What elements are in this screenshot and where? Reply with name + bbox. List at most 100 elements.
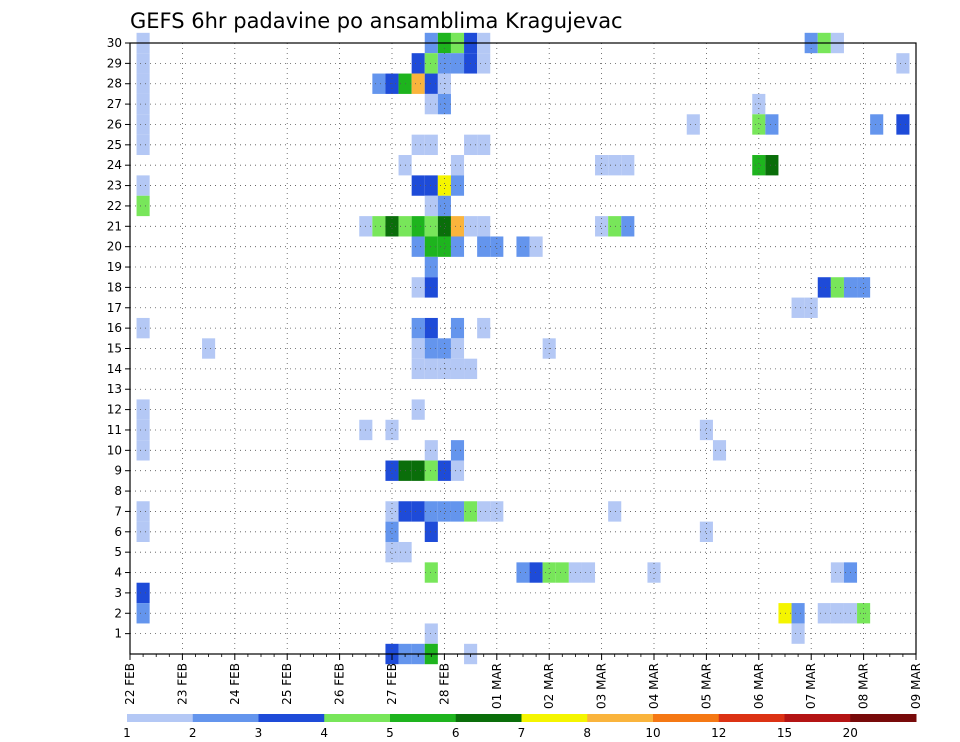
heatmap-cell [437,195,451,217]
heatmap-cell [385,419,399,441]
x-tick-label: 24 FEB [228,663,242,705]
heatmap-cell [450,175,465,196]
heatmap-cell [857,277,871,298]
heatmap-cell [450,460,465,481]
x-tick-label: 23 FEB [175,663,189,705]
y-tick-label: 19 [107,260,122,274]
heatmap-cell [870,114,884,135]
heatmap-cell [411,501,425,522]
heatmap-cell [896,53,910,74]
x-tick-label: 06 MAR [752,663,766,709]
x-axis: 22 FEB 23 FEB 24 FEB 25 FEB 26 FEB 27 FEB 28 F… [123,654,923,709]
y-tick-label: 25 [107,138,122,152]
heatmap-cell [817,277,831,298]
heatmap-cell [136,195,150,217]
heatmap-cell [136,317,150,339]
heatmap-cell [791,623,805,644]
y-tick-label: 30 [107,36,122,50]
heatmap-cell [136,603,150,624]
heatmap-cell [136,521,150,542]
y-tick-label: 15 [107,342,122,356]
heatmap-cell [529,236,543,257]
heatmap-cell [477,134,491,156]
colorbar-label: 5 [386,726,394,740]
colorbar: 1 2 3 4 5 6 7 8 10 12 15 20 [123,714,917,740]
heatmap-cell [830,562,844,583]
heatmap-cell [804,297,818,318]
heatmap-cell [424,358,438,380]
heatmap-cell [411,53,425,74]
heatmap-cell [424,195,438,217]
y-tick-label: 29 [107,56,122,70]
heatmap-cell [424,256,438,278]
heatmap-cell [581,562,596,583]
heatmap-cell [450,338,465,359]
heatmap-cell [136,53,150,74]
heatmap-cell [437,501,451,522]
heatmap-cell [424,277,438,298]
heatmap-cell [699,419,713,441]
heatmap-cell [411,277,425,298]
x-tick-label: 27 FEB [385,663,399,705]
heatmap-cell [555,562,569,583]
heatmap-cell [385,216,399,237]
heatmap-cell [136,501,150,522]
heatmap-cell [424,53,438,74]
heatmap-cell [490,236,504,257]
colorbar-swatch [718,714,785,722]
heatmap-cell [621,155,635,176]
x-tick-label: 28 FEB [437,663,451,705]
heatmap-cell [450,501,465,522]
y-tick-label: 27 [107,97,122,111]
y-tick-label: 24 [107,158,122,172]
heatmap-cell [411,216,425,237]
colorbar-label: 12 [711,726,726,740]
y-tick-label: 16 [107,321,122,335]
colorbar-swatch [784,714,851,722]
heatmap-cell [437,236,451,257]
x-tick-label: 25 FEB [280,663,294,705]
heatmap-cell [817,603,831,624]
heatmap-cell [424,73,438,94]
heatmap-cells [136,32,910,665]
heatmap-cell [372,216,386,237]
heatmap-cell [830,603,844,624]
heatmap-cell [490,501,504,522]
heatmap-cell [450,216,465,237]
heatmap-cell [424,521,438,542]
heatmap-cell [411,175,425,196]
colorbar-label: 8 [583,726,591,740]
x-tick-label: 09 MAR [909,663,923,709]
heatmap-cell [595,155,609,176]
heatmap-cell [136,134,150,156]
heatmap-cell [437,93,451,115]
heatmap-cell [477,317,491,339]
colorbar-swatch [127,714,194,722]
y-tick-label: 12 [107,403,122,417]
heatmap-cell [136,93,150,115]
colorbar-label: 7 [518,726,526,740]
colorbar-label: 4 [320,726,328,740]
heatmap-cell [424,134,438,156]
x-tick-label: 22 FEB [123,663,137,705]
heatmap-cell [516,236,530,257]
heatmap-cell [202,338,216,359]
y-tick-label: 11 [107,423,122,437]
heatmap-cell [686,114,700,135]
colorbar-swatch [850,714,917,722]
heatmap-cell [136,582,150,604]
x-tick-label: 01 MAR [490,663,504,709]
y-tick-label: 26 [107,117,122,131]
heatmap-cell [136,419,150,441]
heatmap-cell [424,460,438,481]
y-tick-label: 28 [107,77,122,91]
heatmap-cell [752,155,766,176]
colorbar-swatch [192,714,259,722]
colorbar-swatch [653,714,720,722]
grid-lines [130,43,916,654]
y-tick-label: 22 [107,199,122,213]
colorbar-swatch [390,714,457,722]
colorbar-swatch [258,714,325,722]
heatmap-cell [385,460,399,481]
